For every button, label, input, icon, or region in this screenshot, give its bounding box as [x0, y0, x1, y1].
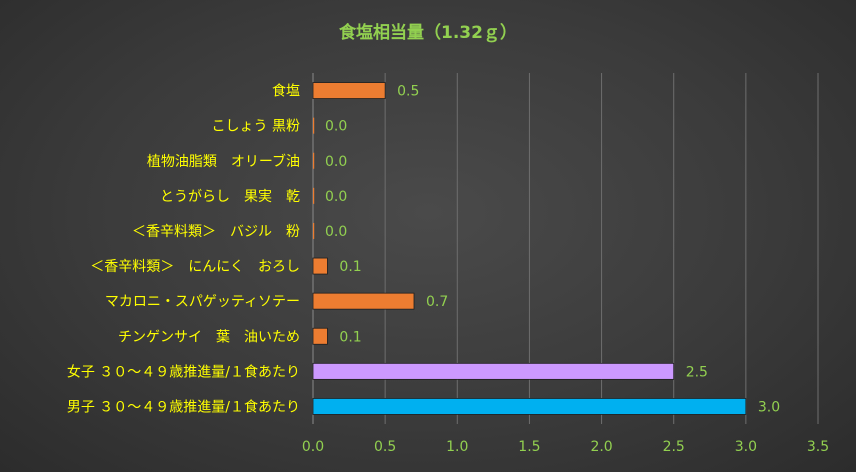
- category-label: チンゲンサイ 葉 油いため: [118, 329, 300, 345]
- category-label: 食塩: [272, 83, 300, 100]
- data-label: 0.0: [325, 224, 347, 240]
- bar: [312, 327, 328, 345]
- bar: [313, 222, 315, 239]
- category-label: ＜香辛料類＞ バジル 粉: [132, 224, 300, 240]
- category-label: ＜香辛料類＞ にんにく おろし: [90, 259, 300, 275]
- data-label: 0.0: [325, 119, 347, 135]
- data-label: 0.0: [325, 189, 347, 205]
- bar: [312, 82, 386, 99]
- bar: [313, 187, 315, 204]
- x-tick-label: 3.5: [807, 439, 829, 455]
- bar: [312, 362, 675, 380]
- x-tick-label: 2.5: [663, 439, 685, 455]
- data-label: 0.7: [426, 294, 448, 310]
- x-tick-label: 3.0: [735, 439, 757, 455]
- category-label: こしょう 黒粉: [212, 119, 300, 135]
- bar: [312, 292, 415, 310]
- bar: [312, 257, 328, 275]
- x-tick-label: 0.0: [302, 439, 324, 455]
- data-label: 0.5: [397, 84, 419, 100]
- data-label: 2.5: [686, 364, 708, 380]
- category-label: 女子 ３０～４９歳推進量/１食あたり: [67, 363, 300, 380]
- x-tick-label: 1.5: [518, 439, 540, 455]
- chart-title: 食塩相当量（1.32ｇ）: [339, 23, 517, 43]
- x-tick-label: 2.0: [590, 439, 612, 455]
- category-label: 植物油脂類 オリーブ油: [147, 153, 300, 170]
- category-label: とうがらし 果実 乾: [160, 189, 300, 205]
- bar: [313, 117, 315, 134]
- data-label: 3.0: [758, 399, 780, 415]
- data-label: 0.0: [325, 154, 347, 170]
- data-label: 0.1: [339, 329, 361, 345]
- x-tick-label: 1.0: [446, 439, 468, 455]
- category-label: マカロニ・スパゲッティソテー: [105, 294, 300, 310]
- data-label: 0.1: [339, 259, 361, 275]
- bar: [312, 398, 747, 415]
- x-tick-label: 0.5: [374, 439, 396, 455]
- category-label: 男子 ３０～４９歳推進量/１食あたり: [67, 398, 300, 415]
- bar: [313, 152, 315, 169]
